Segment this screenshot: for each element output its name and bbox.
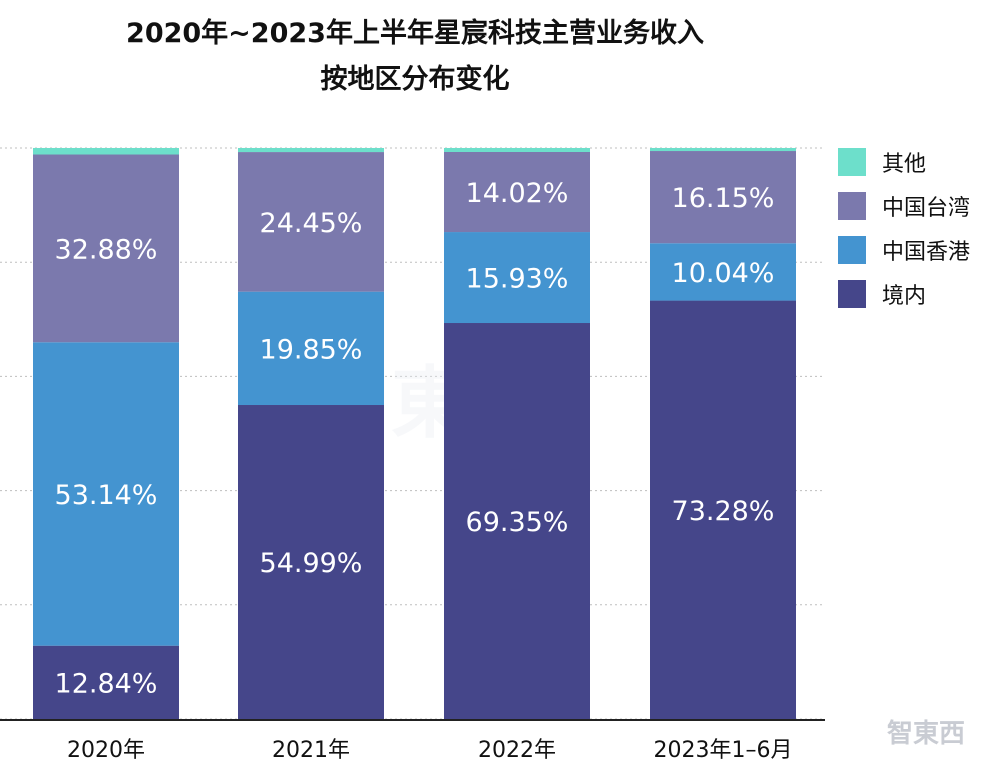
bar-segment (444, 232, 590, 324)
bar-segment (650, 148, 796, 152)
bar-segment (650, 300, 796, 719)
bar-value-label: 32.88% (55, 234, 158, 265)
legend-label: 其他 (882, 152, 926, 177)
chart-title-line-2: 按地区分布变化 (321, 63, 510, 95)
bar-value-label: 12.84% (55, 668, 158, 699)
bar-segment (650, 151, 796, 244)
bar-segment (238, 291, 384, 406)
bar-value-label: 53.14% (55, 480, 158, 511)
watermark-logo: 智東西 (887, 719, 965, 749)
bar-value-label: 19.85% (260, 334, 363, 365)
chart-title: 2020年~2023年上半年星宸科技主营业务收入 按地区分布变化 (126, 17, 704, 95)
legend-swatch (838, 192, 866, 220)
legend-label: 中国香港 (882, 240, 970, 265)
category-labels: 2020年 2021年 2022年 2023年1–6月 (67, 738, 792, 763)
bar-segment (238, 405, 384, 719)
category-label: 2022年 (478, 738, 556, 763)
bar-segment (650, 243, 796, 301)
legend-swatch (838, 236, 866, 264)
bar-labels: 12.84% 53.14% 32.88% 54.99% 19.85% 24.45% 69.3… (55, 178, 775, 699)
bar-value-label: 69.35% (466, 507, 569, 538)
bar-segment (33, 154, 179, 343)
bar-segment (33, 148, 179, 155)
bar-value-label: 15.93% (466, 264, 569, 295)
bar-segment (444, 148, 590, 152)
bar-value-label: 16.15% (672, 183, 775, 214)
legend-label: 境内 (882, 284, 926, 309)
bar-segment (33, 342, 179, 646)
legend-swatch (838, 280, 866, 308)
bar-value-label: 24.45% (260, 208, 363, 239)
bar-value-label: 54.99% (260, 548, 363, 579)
bar-value-label: 10.04% (672, 258, 775, 289)
bar-value-label: 73.28% (672, 496, 775, 527)
bar-segment (444, 151, 590, 233)
bar-segment (238, 148, 384, 153)
legend-label: 中国台湾 (882, 196, 970, 221)
legend-swatch (838, 148, 866, 176)
category-label: 2021年 (272, 738, 350, 763)
bars (33, 148, 796, 719)
category-label: 2023年1–6月 (654, 738, 793, 763)
bar-segment (444, 323, 590, 719)
category-label: 2020年 (67, 738, 145, 763)
bar-value-label: 14.02% (466, 178, 569, 209)
chart-title-line-1: 2020年~2023年上半年星宸科技主营业务收入 (126, 17, 704, 49)
bar-segment (238, 152, 384, 292)
bar-segment (33, 645, 179, 719)
